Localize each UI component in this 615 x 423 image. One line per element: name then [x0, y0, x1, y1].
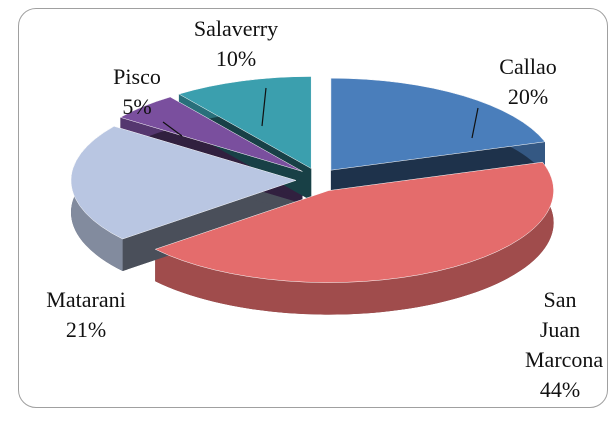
slice [119, 96, 303, 172]
leader-line [471, 107, 479, 139]
leader-line [162, 121, 183, 137]
value-label: 10% [215, 46, 257, 71]
slice-label: San Juan Marcona 44% [525, 285, 604, 405]
slice-rim [155, 162, 554, 315]
category-label: Matarani [46, 287, 126, 312]
category-label: Callao [499, 54, 557, 79]
slice [178, 76, 312, 169]
value-label: 5% [122, 94, 152, 119]
slice [154, 161, 554, 283]
value-label: 20% [507, 84, 549, 109]
slice [330, 77, 546, 171]
value-label: 44% [539, 377, 581, 402]
category-label: San Juan Marcona [525, 287, 604, 372]
value-label: 21% [65, 317, 107, 342]
category-label: Pisco [113, 64, 161, 89]
slice [70, 126, 297, 240]
slice-label: Matarani 21% [26, 285, 146, 345]
category-label: Salaverry [193, 16, 279, 41]
slice-label: Salaverry 10% [176, 14, 296, 74]
slice-label: Pisco 5% [97, 62, 177, 122]
leader-line [261, 87, 267, 127]
chart-frame [18, 8, 608, 408]
slice-label: Callao 20% [483, 52, 573, 112]
